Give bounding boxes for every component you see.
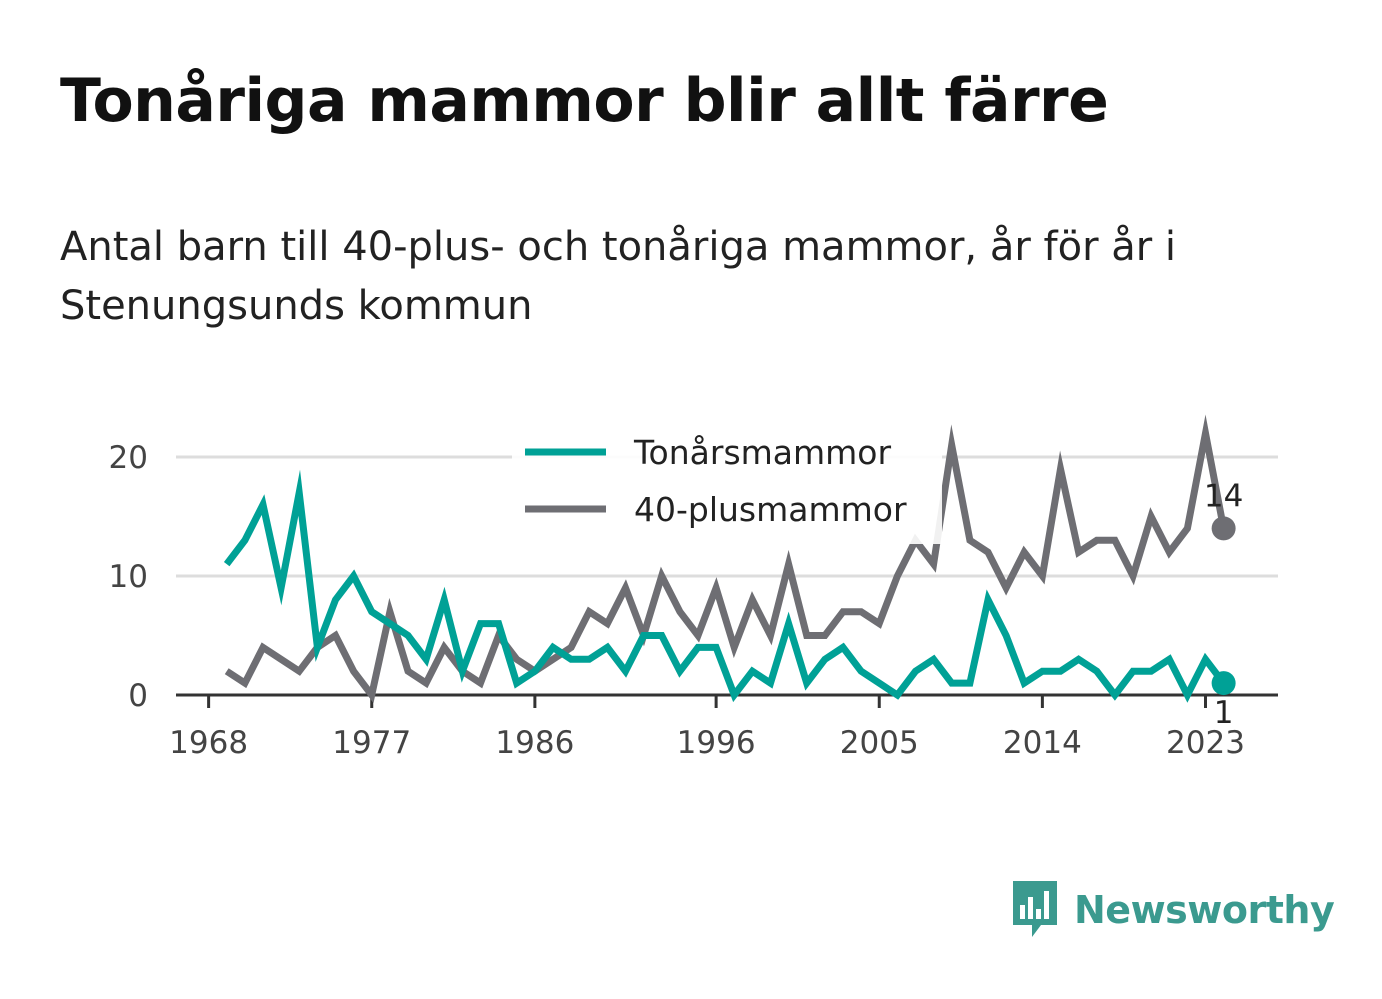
end-markers: 14 1	[1204, 478, 1243, 731]
legend: Tonårsmammor 40-plusmammor	[512, 420, 942, 544]
x-axis: 1968 1977 1986 1996 2005 2014 2023	[169, 693, 1278, 761]
newsworthy-logo-icon	[1013, 881, 1057, 937]
x-tick-label: 2005	[840, 725, 919, 761]
x-tick-label: 1977	[332, 725, 411, 761]
x-tick-label: 1986	[495, 725, 574, 761]
x-tick-label: 1968	[169, 725, 248, 761]
series-lines	[223, 414, 1228, 704]
legend-background	[512, 420, 942, 544]
y-tick-label: 0	[128, 678, 148, 714]
chart-subtitle: Antal barn till 40-plus- och tonåriga ma…	[60, 224, 1177, 329]
legend-label: 40-plusmammor	[634, 490, 907, 529]
y-axis-ticks: 0 10 20	[109, 440, 148, 714]
brand-logo: Newsworthy	[1010, 878, 1335, 942]
series-line-tonarsmammor	[223, 469, 1227, 703]
end-value-label: 1	[1214, 695, 1234, 731]
end-marker	[1211, 516, 1236, 541]
y-tick-label: 20	[109, 440, 148, 476]
legend-label: Tonårsmammor	[633, 433, 891, 472]
x-tick-label: 2023	[1166, 725, 1245, 761]
end-value-label: 14	[1204, 478, 1243, 514]
chart-title: Tonåriga mammor blir allt färre	[60, 66, 1109, 136]
x-tick-label: 2014	[1003, 725, 1082, 761]
end-marker	[1211, 671, 1236, 696]
x-tick-label: 1996	[677, 725, 756, 761]
y-tick-label: 10	[109, 559, 148, 595]
brand-name: Newsworthy	[1074, 888, 1335, 932]
